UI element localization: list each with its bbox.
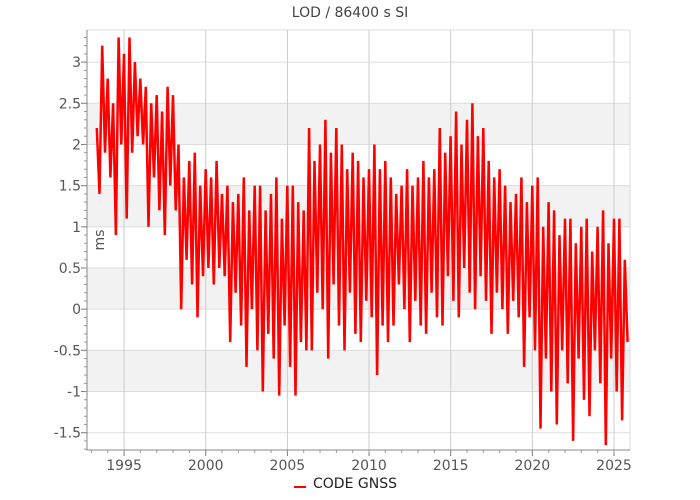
y-tick-label: 0.5: [59, 261, 81, 277]
series-layer: [95, 37, 629, 446]
y-tick-label: 3: [72, 55, 81, 71]
y-tick-label: 0: [72, 302, 81, 318]
grid-band: [87, 350, 630, 392]
x-tick-label: 2010: [351, 458, 387, 474]
x-tick-label: 1995: [106, 458, 142, 474]
x-tick-label: 2000: [188, 458, 224, 474]
axes: -1.5 -1 -0.5 0 0.5 1 1.5 2 2.5 3 1995 2000 2005 2010 2…: [54, 30, 632, 474]
y-tick-label: 1.5: [59, 179, 81, 195]
y-tick-label: -1.5: [54, 426, 81, 442]
y-axis-label: ms: [92, 230, 108, 251]
x-tick-label: 2005: [270, 458, 306, 474]
y-tick-label: -0.5: [54, 343, 81, 359]
y-tick-label: 2.5: [59, 96, 81, 112]
series-line-code-gnss: [95, 37, 629, 446]
legend[interactable]: CODE GNSS: [294, 476, 397, 492]
y-tick-label: 1: [72, 220, 81, 236]
legend-label[interactable]: CODE GNSS: [313, 476, 397, 492]
x-tick-label: 2015: [433, 458, 469, 474]
grid-band: [87, 103, 630, 145]
y-tick-label: -1: [67, 385, 81, 401]
x-tick-label: 2025: [596, 458, 632, 474]
y-tick-label: 2: [72, 137, 81, 153]
x-tick-label: 2020: [515, 458, 551, 474]
chart-title: LOD / 86400 s SI: [292, 5, 408, 21]
